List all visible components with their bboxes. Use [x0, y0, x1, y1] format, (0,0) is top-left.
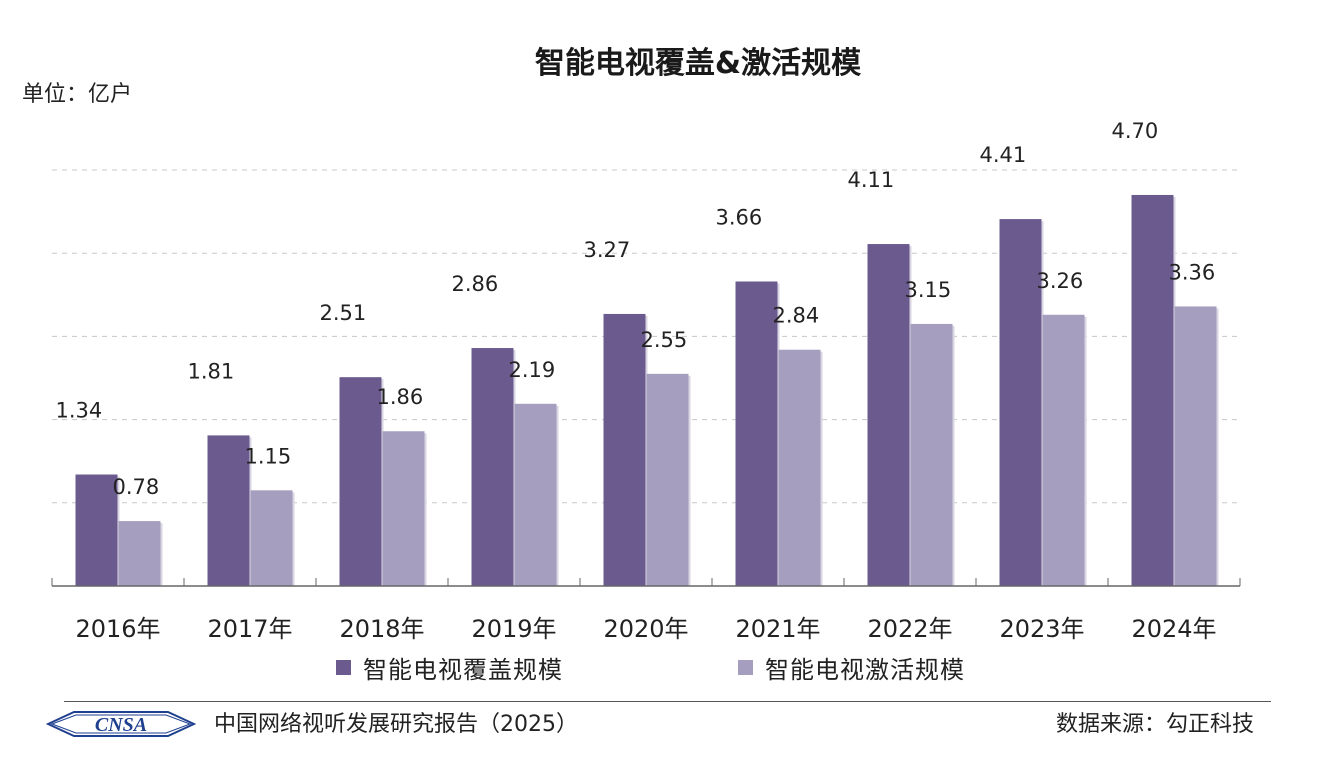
bar-activation [118, 521, 161, 586]
x-tick-label: 2022年 [867, 615, 952, 643]
bar-activation [910, 323, 953, 586]
data-label: 2.19 [509, 358, 556, 382]
bar-coverage [1131, 194, 1174, 586]
x-tick-label: 2016年 [75, 615, 160, 643]
data-label: 3.36 [1169, 260, 1216, 284]
data-label: 2.86 [452, 272, 499, 296]
data-label: 3.27 [584, 238, 631, 262]
bar-coverage [735, 281, 778, 586]
cnsa-logo-text: CNSA [95, 714, 147, 736]
cnsa-logo: CNSA [46, 711, 196, 737]
bar-activation [646, 373, 689, 586]
bar-coverage [207, 435, 250, 586]
unit-label: 单位：亿户 [22, 82, 133, 107]
legend-swatch-coverage [336, 660, 351, 675]
data-label: 2.55 [641, 328, 688, 352]
bar-activation [250, 490, 293, 586]
bar-coverage [75, 474, 118, 586]
data-label: 4.11 [848, 168, 895, 192]
footer-divider [64, 701, 1271, 702]
legend-item-coverage: 智能电视覆盖规模 [336, 650, 563, 685]
data-label: 1.86 [377, 385, 424, 409]
bar-coverage [471, 348, 514, 586]
x-tick-label: 2020年 [603, 615, 688, 643]
data-labels: 1.34 0.78 1.81 1.15 2.51 1.86 2.86 2.19 3.27 2.55… [56, 119, 1216, 499]
bar-activation [1174, 306, 1217, 586]
x-tick-label: 2024年 [1131, 615, 1216, 643]
legend-swatch-activation [738, 660, 753, 675]
data-label: 2.51 [320, 301, 367, 325]
legend-label-coverage: 智能电视覆盖规模 [363, 656, 563, 684]
x-tick-label: 2023年 [999, 615, 1084, 643]
legend-label-activation: 智能电视激活规模 [765, 656, 965, 684]
x-tick-label: 2017年 [207, 615, 292, 643]
x-tick-label: 2021年 [735, 615, 820, 643]
data-label: 4.41 [980, 143, 1027, 167]
bar-coverage [999, 219, 1042, 586]
legend-item-activation: 智能电视激活规模 [738, 650, 965, 685]
x-tick-label: 2018年 [339, 615, 424, 643]
bar-activation [778, 349, 821, 586]
bar-activation [382, 431, 425, 586]
legend: 智能电视覆盖规模 智能电视激活规模 [0, 650, 1336, 686]
x-axis: 2016年 2017年 2018年 2019年 2020年 2021年 2022年 2023年… [51, 578, 1241, 643]
data-label: 3.15 [905, 278, 952, 302]
x-tick-label: 2019年 [471, 615, 556, 643]
data-label: 0.78 [113, 475, 160, 499]
report-name: 中国网络视听发展研究报告（2025） [214, 712, 578, 737]
bar-coverage [339, 377, 382, 586]
data-label: 4.70 [1112, 119, 1159, 143]
bars [75, 194, 1219, 586]
data-label: 1.15 [245, 444, 292, 468]
data-label: 1.34 [56, 399, 103, 423]
data-label: 1.81 [188, 359, 235, 383]
data-label: 2.84 [773, 304, 820, 328]
data-label: 3.66 [716, 205, 763, 229]
bar-coverage [867, 244, 910, 586]
bar-activation [514, 403, 557, 586]
bar-activation [1042, 314, 1085, 586]
chart-title: 智能电视覆盖&激活规模 [534, 46, 862, 81]
data-source: 数据来源：勾正科技 [1055, 712, 1254, 737]
data-label: 3.26 [1037, 269, 1084, 293]
bar-coverage [603, 313, 646, 586]
